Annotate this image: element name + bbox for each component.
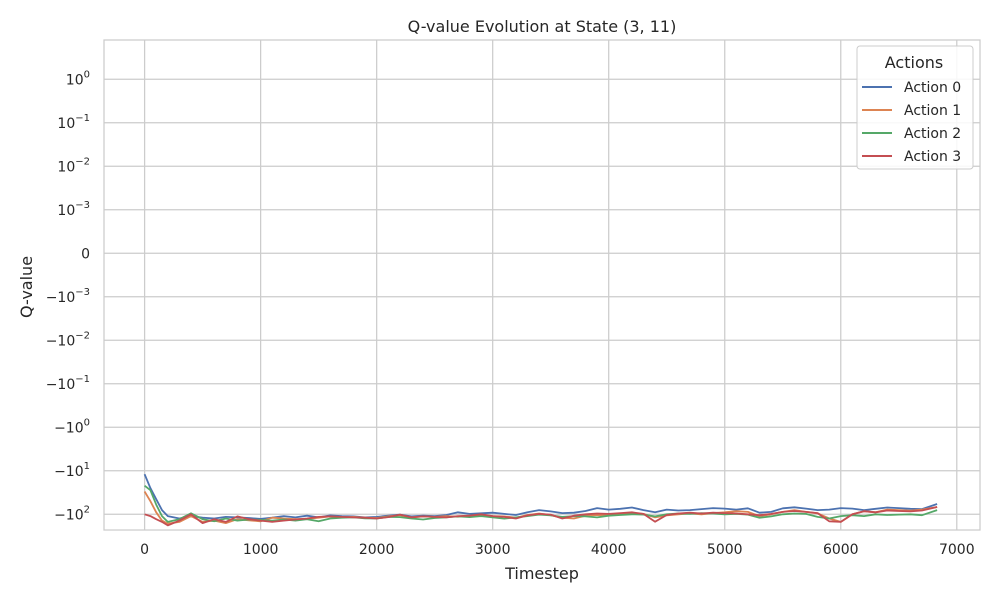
x-tick-label: 0 <box>140 542 149 558</box>
y-tick-label: −10−1 <box>46 374 90 393</box>
legend-item-action-3[interactable]: Action 3 <box>862 149 961 165</box>
series-layer <box>143 473 938 527</box>
x-tick-label: 7000 <box>939 542 975 558</box>
legend-item-action-2[interactable]: Action 2 <box>862 126 961 142</box>
y-tick-label: 100 <box>66 69 90 88</box>
y-tick-label: 10−1 <box>57 113 90 132</box>
x-tick-label: 1000 <box>243 542 279 558</box>
legend-item-action-0[interactable]: Action 0 <box>862 80 961 96</box>
y-tick-label: −101 <box>54 461 90 480</box>
series-line-action-2 <box>144 484 938 523</box>
legend[interactable]: Actions Action 0 Action 1 Action 2 Action 3 <box>856 45 974 170</box>
y-tick-label: −100 <box>54 417 90 436</box>
legend-label: Action 0 <box>904 80 961 96</box>
tick-label-layer: 0 1000 2000 3000 4000 5000 6000 7000 100 10−1 10−2… <box>46 69 975 558</box>
legend-entries: Action 0 Action 1 Action 2 Action 3 <box>862 80 961 165</box>
y-tick-label: −10−2 <box>46 330 90 349</box>
legend-box <box>856 45 974 170</box>
legend-title: Actions <box>885 53 943 72</box>
legend-label: Action 1 <box>904 103 961 119</box>
y-tick-label: 10−3 <box>57 200 90 219</box>
chart-title: Q-value Evolution at State (3, 11) <box>408 17 677 36</box>
legend-label: Action 2 <box>904 126 961 142</box>
x-tick-label: 6000 <box>823 542 859 558</box>
x-tick-label: 5000 <box>707 542 743 558</box>
x-axis-title: Timestep <box>504 564 579 583</box>
y-tick-label: 10−2 <box>57 156 90 175</box>
legend-item-action-1[interactable]: Action 1 <box>862 103 961 119</box>
y-tick-label: 0 <box>81 246 90 262</box>
series-line-action-3 <box>144 506 938 527</box>
legend-label: Action 3 <box>904 149 961 165</box>
y-tick-label: −102 <box>54 504 90 523</box>
x-tick-label: 3000 <box>475 542 511 558</box>
x-tick-label: 4000 <box>591 542 627 558</box>
y-tick-label: −10−3 <box>46 287 90 306</box>
x-tick-label: 2000 <box>359 542 395 558</box>
grid-layer <box>104 40 980 530</box>
series-line-action-0 <box>143 473 938 520</box>
plot-frame <box>103 39 981 531</box>
y-axis-title: Q-value <box>17 256 36 318</box>
